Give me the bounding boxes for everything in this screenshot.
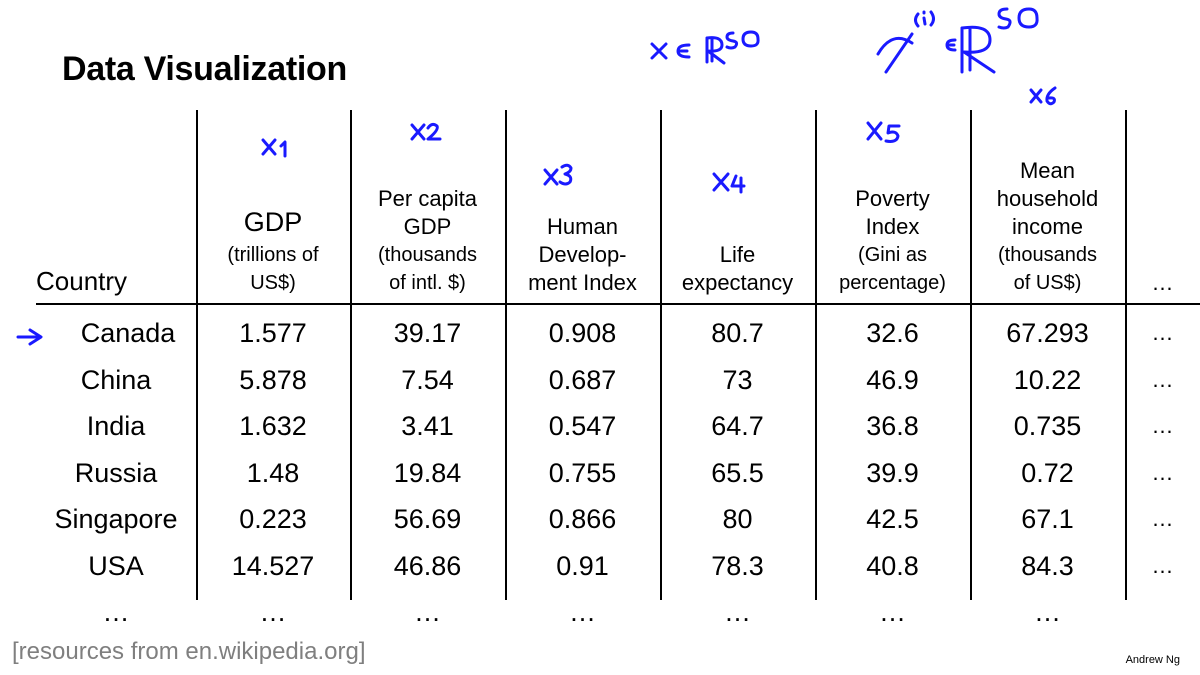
cell-more: … — [1151, 320, 1174, 345]
cell-country: … — [102, 597, 130, 627]
annotation-x6 — [1029, 86, 1057, 106]
cell-more: … — [1151, 366, 1174, 392]
cell-country: Singapore — [54, 504, 178, 534]
cell-household-income: 67.293 — [1006, 318, 1089, 348]
cell-life-expectancy: 80.7 — [711, 318, 764, 348]
cell-household-income: 0.72 — [1021, 457, 1074, 488]
cell-per-capita-gdp: 56.69 — [393, 504, 462, 534]
cell-per-capita-gdp: 19.84 — [393, 457, 462, 488]
header-more: … — [1151, 270, 1174, 295]
annotation-x5 — [866, 121, 901, 143]
cell-life-expectancy: 80 — [722, 504, 753, 534]
cell-per-capita-gdp: 7.54 — [401, 364, 454, 395]
cell-poverty-index: 42.5 — [866, 504, 919, 534]
cell-hdi: … — [569, 597, 596, 627]
cell-poverty-index: 40.8 — [866, 550, 919, 581]
source-citation: [resources from en.wikipedia.org] — [12, 638, 366, 665]
column-divider — [505, 110, 507, 600]
cell-gdp: 1.632 — [239, 411, 307, 441]
cell-more: … — [1151, 413, 1174, 438]
annotation-x-in-r50 — [650, 30, 760, 65]
column-divider — [350, 110, 352, 600]
annotation-xi-in-r50 — [876, 7, 1039, 74]
cell-more: … — [1151, 506, 1174, 531]
column-divider — [196, 110, 198, 600]
cell-life-expectancy: 73 — [722, 364, 753, 395]
cell-country: India — [86, 411, 146, 441]
header-country: Country — [36, 266, 128, 296]
cell-hdi: 0.755 — [548, 457, 617, 488]
cell-country: China — [80, 364, 152, 395]
header-gdp: GDP (trillions of US$) — [227, 207, 319, 294]
cell-hdi: 0.866 — [548, 504, 617, 534]
slide-title: Data Visualization — [62, 50, 347, 88]
cell-household-income: 67.1 — [1021, 504, 1074, 534]
column-divider — [1125, 110, 1127, 600]
cell-country: USA — [88, 550, 144, 581]
cell-hdi: 0.908 — [548, 318, 617, 348]
header-life-expectancy: Life expectancy — [681, 242, 794, 295]
cell-life-expectancy: 64.7 — [711, 411, 764, 441]
cell-country: Canada — [80, 318, 176, 348]
cell-poverty-index: … — [879, 597, 906, 627]
cell-poverty-index: 36.8 — [866, 411, 919, 441]
arrow-icon — [16, 328, 43, 346]
header-rule — [36, 303, 1200, 305]
cell-gdp: 0.223 — [239, 504, 307, 534]
header-poverty-index: Poverty Index (Gini as percentage) — [839, 186, 946, 294]
cell-household-income: 0.735 — [1013, 411, 1082, 441]
cell-gdp: 1.577 — [239, 318, 307, 348]
annotation-x2 — [410, 122, 442, 141]
cell-more: … — [1151, 552, 1174, 578]
cell-household-income: 84.3 — [1021, 550, 1074, 581]
header-hdi: Human Develop- ment Index — [528, 214, 637, 295]
cell-hdi: 0.547 — [548, 411, 617, 441]
cell-gdp: … — [259, 597, 287, 627]
cell-per-capita-gdp: 39.17 — [393, 318, 462, 348]
cell-poverty-index: 32.6 — [866, 318, 919, 348]
author-name: Andrew Ng — [1125, 654, 1180, 666]
cell-per-capita-gdp: 3.41 — [401, 411, 454, 441]
cell-hdi: 0.687 — [548, 364, 617, 395]
column-divider — [970, 110, 972, 600]
cell-hdi: 0.91 — [556, 550, 609, 581]
cell-per-capita-gdp: … — [414, 597, 441, 627]
cell-country: Russia — [74, 457, 158, 488]
cell-life-expectancy: … — [724, 597, 751, 627]
cell-gdp: 14.527 — [231, 550, 315, 581]
cell-life-expectancy: 65.5 — [711, 457, 764, 488]
column-divider — [660, 110, 662, 600]
cell-household-income: … — [1034, 597, 1061, 627]
cell-gdp: 5.878 — [239, 364, 307, 395]
cell-household-income: 10.22 — [1013, 364, 1082, 395]
cell-more: … — [1151, 459, 1174, 485]
cell-poverty-index: 46.9 — [866, 364, 919, 395]
cell-more — [1125, 589, 1200, 635]
header-per-capita-gdp: Per capita GDP (thousands of intl. $) — [377, 186, 478, 294]
cell-gdp: 1.48 — [246, 457, 300, 488]
cell-per-capita-gdp: 46.86 — [393, 550, 462, 581]
cell-life-expectancy: 78.3 — [711, 550, 764, 581]
column-divider — [815, 110, 817, 600]
header-household-income: Mean household income (thousands of US$) — [996, 158, 1099, 294]
cell-poverty-index: 39.9 — [866, 457, 919, 488]
